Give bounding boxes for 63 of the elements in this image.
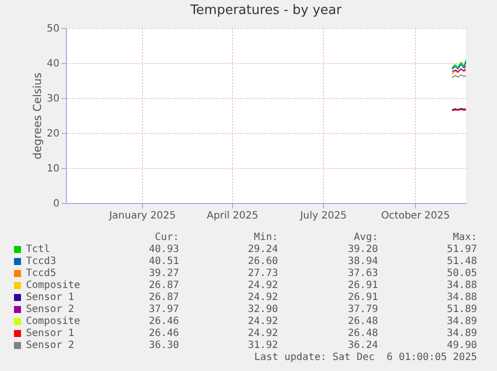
text: 26.48 [348, 328, 378, 339]
text: 26.46 [148, 328, 179, 339]
y-tick-label: 20 [46, 128, 60, 140]
text: 26.60 [248, 256, 278, 267]
legend-label: Sensor 1 [26, 292, 74, 303]
y-tick-label: 50 [46, 24, 60, 34]
text: 51.89 [446, 304, 477, 315]
legend-label: Tccd5 [26, 268, 56, 279]
text: 49.90 [446, 340, 477, 351]
text: 39.27 [148, 268, 179, 279]
text: 26.46 [148, 316, 179, 327]
text: 26.48 [348, 316, 378, 327]
x-tick-label: April 2025 [206, 210, 258, 222]
text: 26.91 [348, 292, 378, 303]
text: 39.20 [348, 244, 378, 255]
text: 40.93 [148, 244, 179, 255]
legend-label: Sensor 1 [26, 328, 74, 339]
text: 29.24 [248, 244, 278, 255]
text: Min: [254, 232, 278, 243]
legend-label: Tccd3 [26, 256, 56, 267]
text: 27.73 [248, 268, 278, 279]
text: 40.51 [148, 256, 179, 267]
y-tick-label: 0 [53, 198, 60, 210]
text: 26.91 [348, 280, 378, 291]
text: Cur: [154, 232, 179, 243]
text: 36.24 [348, 340, 378, 351]
text: 37.97 [148, 304, 179, 315]
text: Avg: [354, 232, 378, 243]
y-tick-label: 40 [46, 58, 60, 70]
legend-label: Sensor 2 [26, 340, 74, 351]
text: 32.90 [248, 304, 278, 315]
text: 24.92 [248, 316, 278, 327]
text: 34.89 [446, 316, 477, 327]
x-tick-label: January 2025 [108, 210, 176, 222]
line-series [452, 64, 466, 75]
legend-label: Sensor 2 [26, 304, 74, 315]
legend-label: Tctl [26, 244, 50, 255]
text: 26.87 [148, 280, 179, 291]
y-axis-title: degrees Celsius [30, 72, 44, 160]
text: 26.87 [148, 292, 179, 303]
y-tick-label: 30 [46, 94, 60, 104]
text: 37.79 [348, 304, 378, 315]
text: 24.92 [248, 292, 278, 303]
legend-label: Composite [26, 316, 80, 327]
text: 38.94 [348, 256, 378, 267]
text: Max: [452, 232, 477, 243]
x-tick-label: October 2025 [381, 210, 450, 222]
text: 50.05 [446, 268, 477, 279]
text: 37.63 [348, 268, 378, 279]
x-tick-label: July 2025 [299, 210, 347, 222]
text: 51.48 [446, 256, 477, 267]
legend-label: Composite [26, 280, 80, 291]
text: 24.92 [248, 280, 278, 291]
text: 51.97 [446, 244, 477, 255]
text: 34.88 [446, 280, 477, 291]
text: 31.92 [248, 340, 278, 351]
text: 24.92 [248, 328, 278, 339]
text: Last update: Sat Dec 6 01:00:05 2025 [254, 352, 477, 363]
text: 36.30 [148, 340, 179, 351]
text: 34.89 [446, 328, 477, 339]
text: 34.88 [446, 292, 477, 303]
chart-title: Temperatures - by year [189, 3, 342, 18]
y-tick-label: 10 [46, 164, 60, 174]
